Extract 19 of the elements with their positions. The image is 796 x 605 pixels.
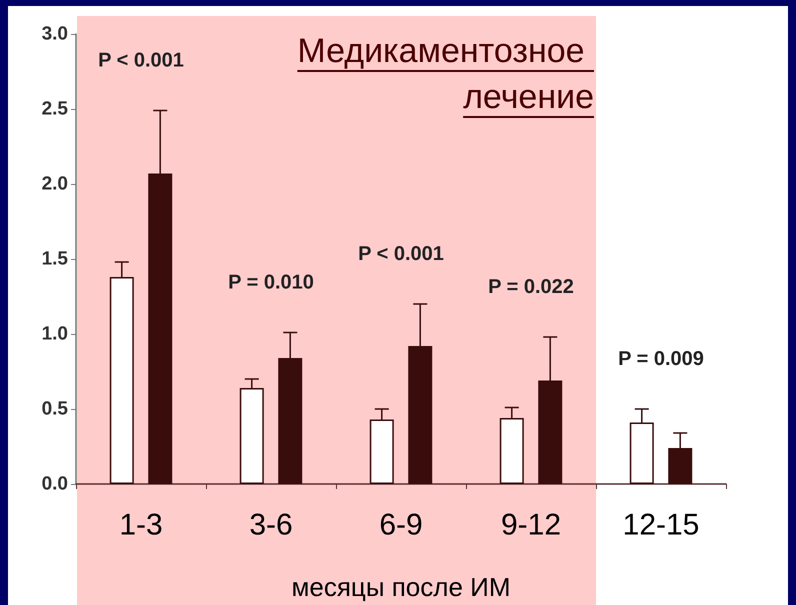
y-tick-label: 2.0 — [42, 174, 68, 194]
x-tick-label: 12-15 — [622, 508, 700, 542]
annotation: P = 0.009 — [618, 348, 704, 370]
x-tick-label: 3-6 — [249, 508, 293, 542]
x-axis-title: месяцы после ИМ — [292, 572, 510, 602]
annotation: P = 0.022 — [488, 276, 574, 298]
y-tick-label: 2.5 — [42, 98, 68, 120]
annotation: P < 0.001 — [98, 50, 184, 72]
x-tick-label: 6-9 — [379, 508, 423, 542]
y-tick-label: 0.5 — [42, 398, 68, 420]
x-tick-label: 9-12 — [500, 508, 562, 542]
y-tick-label: 1.0 — [42, 324, 68, 344]
annotation: P = 0.010 — [228, 272, 314, 294]
y-tick-label: 3.0 — [42, 24, 68, 44]
y-tick-label: 0.0 — [42, 474, 68, 494]
y-tick-label: 1.5 — [42, 248, 68, 270]
x-tick-label: 1-3 — [119, 508, 163, 542]
annotation: P < 0.001 — [358, 243, 444, 265]
band-label: Медикаментозное лечение — [297, 32, 594, 116]
